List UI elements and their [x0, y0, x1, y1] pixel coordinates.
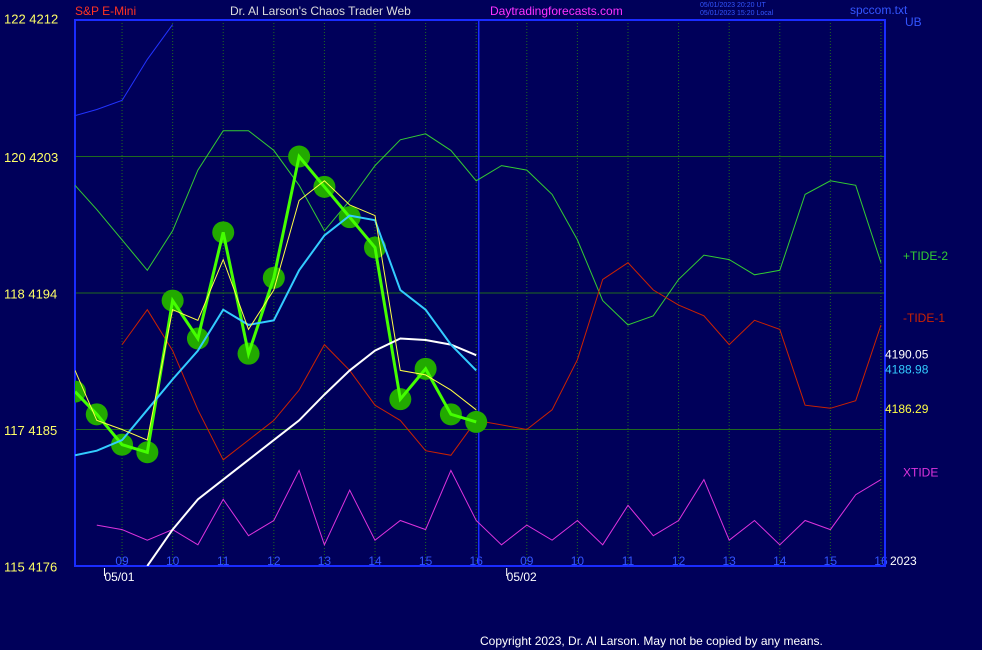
- file-name: spccom.txt: [850, 3, 908, 17]
- x-tick-label: 10: [571, 554, 585, 568]
- y-tick-label: 120 4203: [4, 150, 58, 165]
- y-tick-label: 115 4176: [4, 559, 57, 574]
- date-label: 05/01: [104, 570, 134, 584]
- stamp-ut: 05/01/2023 20:20 UT: [700, 2, 766, 9]
- x-tick-label: 15: [824, 554, 838, 568]
- instrument: S&P E-Mini: [75, 4, 136, 18]
- series-line: [75, 180, 477, 441]
- series-line: [146, 337, 477, 566]
- x-tick-label: 12: [267, 554, 281, 568]
- copyright: Copyright 2023, Dr. Al Larson. May not b…: [480, 634, 823, 648]
- y-tick-label: 122 4212: [4, 11, 58, 26]
- x-tick-label: 09: [115, 554, 129, 568]
- series-line: [121, 262, 882, 461]
- end-value-label: 4190.05: [885, 347, 929, 361]
- x-tick-label: 14: [773, 554, 787, 568]
- series-label: +TIDE-2: [903, 249, 948, 263]
- series-label: XTIDE: [903, 466, 938, 480]
- y-tick-label: 118 4194: [4, 286, 57, 301]
- series-line: [75, 24, 174, 117]
- end-value-label: 4188.98: [885, 363, 929, 377]
- x-tick-label: 12: [672, 554, 686, 568]
- x-tick-label: 13: [318, 554, 332, 568]
- price-marker: [465, 410, 488, 433]
- x-tick-label: 11: [217, 554, 230, 568]
- series-line: [75, 130, 882, 326]
- y-tick-label: 117 4185: [4, 423, 57, 438]
- plot-area: [75, 24, 882, 566]
- x-tick-label: 16: [470, 554, 484, 568]
- end-value-label: 4186.29: [885, 402, 929, 416]
- price-marker: [75, 380, 86, 403]
- date-label: 05/02: [507, 570, 537, 584]
- site-title: Dr. Al Larson's Chaos Trader Web: [230, 4, 411, 18]
- x-tick-label: 10: [166, 554, 180, 568]
- series-line: [75, 214, 477, 457]
- stamp-local: 05/01/2023 15:20 Local: [700, 10, 774, 17]
- x-tick-label: 11: [622, 554, 635, 568]
- corner-label: UB: [905, 15, 922, 29]
- year: 2023: [890, 554, 917, 568]
- x-tick-label: 14: [368, 554, 382, 568]
- series-line: [75, 153, 477, 455]
- x-tick-label: 15: [419, 554, 433, 568]
- plot-border: [74, 19, 886, 567]
- site-url: Daytradingforecasts.com: [490, 4, 623, 18]
- series-label: -TIDE-1: [903, 311, 945, 325]
- x-tick-label: 09: [520, 554, 534, 568]
- series-line: [96, 469, 882, 547]
- x-tick-label: 13: [722, 554, 736, 568]
